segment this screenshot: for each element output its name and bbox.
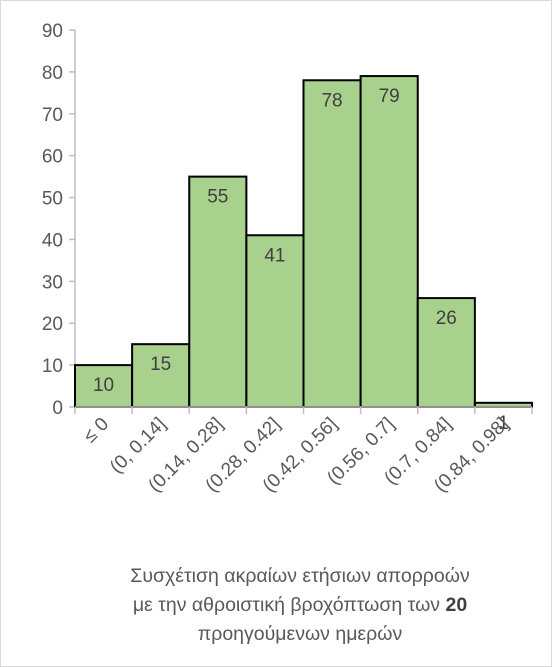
histogram-bar — [302, 79, 362, 409]
x-axis-title-line-2: με την αθροιστική βροχόπτωση των 20 — [60, 591, 540, 620]
y-tick-label: 0 — [52, 398, 63, 419]
y-tick-label: 60 — [42, 147, 63, 168]
bar-data-label: 41 — [264, 245, 285, 266]
bar-data-label: 10 — [93, 375, 114, 396]
bar-data-label: 55 — [207, 187, 228, 208]
histogram-bar — [416, 297, 476, 409]
bar-data-label: 1 — [498, 413, 509, 434]
histogram-bar — [131, 343, 191, 408]
x-axis-title-line-2-bold: 20 — [445, 594, 468, 616]
histogram-bar — [245, 234, 305, 408]
y-tick-label: 70 — [42, 105, 63, 126]
y-tick-label: 30 — [42, 272, 63, 293]
y-tick-label: 90 — [42, 21, 63, 42]
x-axis: ≤ 0(0, 0.14](0.14, 0.28](0.28, 0.42](0.4… — [74, 406, 533, 497]
bars — [74, 75, 533, 409]
bar-data-label: 15 — [150, 354, 171, 375]
data-labels: 10 15 55 41 78 79 26 1 — [93, 86, 509, 434]
y-tick-label: 10 — [42, 356, 63, 377]
x-axis-title-line-2-text: με την αθροιστική βροχόπτωση των — [132, 594, 446, 616]
x-axis-title: Συσχέτιση ακραίων ετήσιων απορροών με τη… — [60, 562, 540, 649]
histogram-bar — [359, 75, 419, 408]
y-axis: 0 10 20 30 40 50 60 70 80 90 — [42, 21, 76, 419]
x-axis-title-line-3: προηγούμενων ημερών — [197, 623, 403, 645]
y-tick-label: 40 — [42, 230, 63, 251]
bar-data-label: 78 — [321, 90, 342, 111]
x-axis-title-line-1: Συσχέτιση ακραίων ετήσιων απορροών — [130, 565, 470, 587]
bar-data-label: 79 — [379, 86, 400, 107]
histogram-bar — [188, 175, 248, 408]
y-tick-label: 80 — [42, 63, 63, 84]
y-tick-label: 50 — [42, 189, 63, 210]
x-tick-label: ≤ 0 — [80, 414, 113, 447]
bar-data-label: 26 — [436, 308, 457, 329]
y-tick-label: 20 — [42, 314, 63, 335]
